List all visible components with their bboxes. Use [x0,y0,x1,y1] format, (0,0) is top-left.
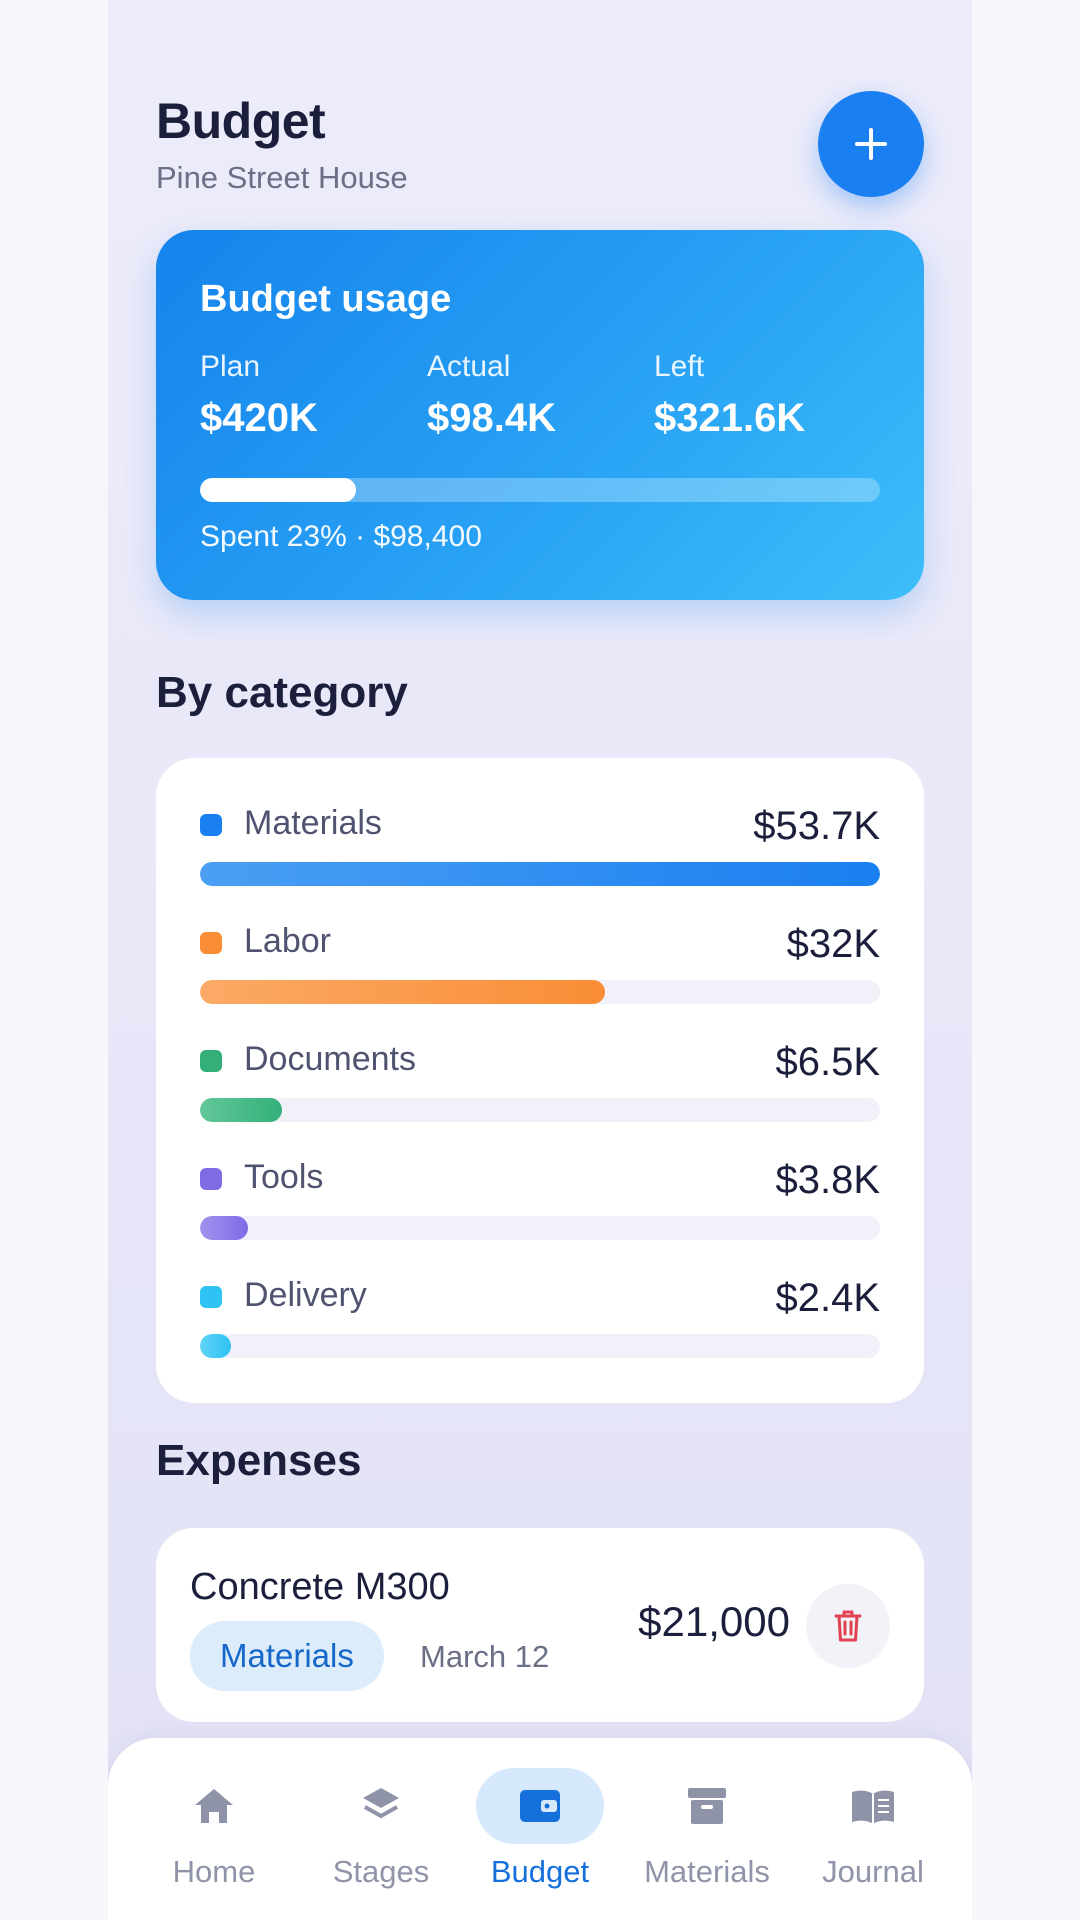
usage-caption: Spent 23% · $98,400 [200,520,482,554]
category-name: Tools [244,1158,323,1197]
nav-label: Budget [465,1854,615,1890]
wallet-icon [517,1786,563,1826]
nav-item-budget[interactable]: Budget [465,1768,615,1908]
nav-label: Journal [798,1854,948,1890]
expense-date: March 12 [420,1639,549,1675]
nav-item-materials[interactable]: Materials [632,1768,782,1908]
category-color-dot [200,932,222,954]
category-progress-fill [200,1216,248,1240]
category-name: Labor [244,922,331,961]
category-amount: $6.5K [775,1040,880,1085]
category-color-dot [200,1286,222,1308]
category-amount: $2.4K [775,1276,880,1321]
category-progress-fill [200,980,605,1004]
category-progress-fill [200,1098,282,1122]
category-progress-bar [200,980,880,1004]
project-name: Pine Street House [156,160,408,196]
left-label: Left [654,350,805,384]
nav-label: Materials [632,1854,782,1890]
category-progress-bar [200,1098,880,1122]
expense-item[interactable]: Concrete M300 Materials March 12 $21,000 [156,1528,924,1722]
category-card: Materials $53.7K Labor $32K Documents $6… [156,758,924,1403]
category-row-labor[interactable]: Labor $32K [200,922,880,1022]
budget-usage-card: Budget usage Plan $420K Actual $98.4K Le… [156,230,924,600]
trash-icon [833,1609,863,1643]
usage-title: Budget usage [200,278,451,321]
actual-value: $98.4K [427,396,556,441]
add-expense-button[interactable] [818,91,924,197]
category-row-delivery[interactable]: Delivery $2.4K [200,1276,880,1376]
nav-item-home[interactable]: Home [139,1768,289,1908]
category-progress-bar [200,1216,880,1240]
category-row-materials[interactable]: Materials $53.7K [200,804,880,904]
category-amount: $32K [787,922,880,967]
category-name: Documents [244,1040,416,1079]
expense-amount: $21,000 [638,1598,790,1646]
expense-category-tag: Materials [190,1621,384,1691]
plan-label: Plan [200,350,318,384]
expenses-section-title: Expenses [156,1436,361,1486]
category-section-title: By category [156,668,408,718]
category-name: Delivery [244,1276,367,1315]
category-progress-fill [200,1334,231,1358]
category-name: Materials [244,804,382,843]
category-color-dot [200,1168,222,1190]
category-progress-fill [200,862,880,886]
nav-item-journal[interactable]: Journal [798,1768,948,1908]
home-icon [192,1786,236,1826]
archive-icon [685,1784,729,1828]
nav-label: Home [139,1854,289,1890]
left-value: $321.6K [654,396,805,441]
category-color-dot [200,1050,222,1072]
plus-icon [851,124,891,164]
book-icon [849,1786,897,1826]
actual-label: Actual [427,350,556,384]
usage-progress-bar [200,478,880,502]
category-amount: $3.8K [775,1158,880,1203]
app-screen: Budget Pine Street House Budget usage Pl… [108,0,972,1920]
page-title: Budget [156,92,325,150]
actual-stat: Actual $98.4K [427,350,556,441]
expense-title: Concrete M300 [190,1566,450,1609]
left-stat: Left $321.6K [654,350,805,441]
bottom-navigation: Home Stages Budget [108,1738,972,1920]
plan-stat: Plan $420K [200,350,318,441]
category-amount: $53.7K [753,804,880,849]
plan-value: $420K [200,396,318,441]
delete-expense-button[interactable] [806,1584,890,1668]
category-row-documents[interactable]: Documents $6.5K [200,1040,880,1140]
nav-label: Stages [306,1854,456,1890]
category-color-dot [200,814,222,836]
category-progress-bar [200,862,880,886]
usage-progress-fill [200,478,356,502]
category-row-tools[interactable]: Tools $3.8K [200,1158,880,1258]
layers-icon [359,1784,403,1828]
nav-item-stages[interactable]: Stages [306,1768,456,1908]
category-progress-bar [200,1334,880,1358]
